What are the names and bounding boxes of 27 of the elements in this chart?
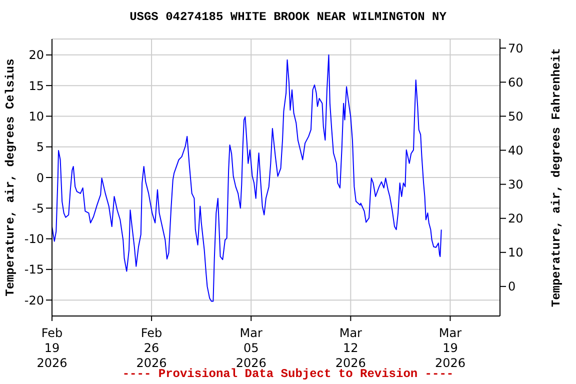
x-tick-label: Mar 05 2026 (236, 326, 266, 370)
line-series (52, 54, 442, 302)
y-tick-label: 0 (36, 170, 44, 185)
y2-tick-label: 50 (508, 109, 524, 124)
y2-tick-label: 10 (508, 246, 524, 260)
y-tick-label: 15 (28, 78, 44, 93)
x-tick-label: Mar 12 2026 (335, 326, 366, 370)
y2-tick-label: 20 (508, 212, 524, 226)
y2-tick-label: 30 (508, 178, 524, 192)
y2-axis-title: Temperature, air, degrees Fahrenheit (549, 48, 564, 308)
x-tick-label: Mar 19 2026 (434, 326, 466, 370)
y2-tick-label: 0 (508, 280, 516, 294)
y2-tick-label: 40 (508, 144, 524, 158)
y-tick-label: -15 (24, 262, 44, 277)
text: ---- Provisional Data Subject to Revision ---- (122, 367, 454, 381)
y-tick-label: -20 (24, 293, 44, 308)
y-tick-label: 10 (28, 109, 44, 124)
y-tick-label: 5 (36, 140, 44, 154)
y-axis-title: Temperature, air, degrees Celsius (3, 58, 18, 296)
y-tick-label: 20 (28, 48, 44, 62)
x-tick-label: Feb 26 2026 (136, 326, 167, 370)
y-tick-label: -5 (32, 201, 44, 216)
x-tick-label: Feb 19 2026 (36, 326, 68, 370)
y2-tick-label: 60 (508, 75, 524, 90)
y-tick-label: -10 (24, 232, 44, 246)
chart-title: USGS 04274185 WHITE BROOK NEAR WILMINGTON NY (128, 10, 448, 24)
y2-tick-label: 70 (508, 41, 524, 56)
